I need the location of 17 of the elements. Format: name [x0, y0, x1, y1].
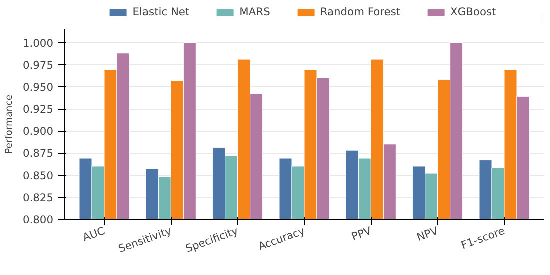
y-tick-label: 0.925: [22, 103, 54, 116]
y-tick-label: 0.875: [22, 147, 54, 160]
y-tick-label: 0.850: [22, 169, 54, 182]
y-tick-label: 0.900: [22, 125, 54, 138]
legend-label: Elastic Net: [132, 6, 190, 18]
y-tick-label: 1.000: [22, 36, 54, 50]
x-tick-label: PPV: [350, 224, 374, 244]
y-tick-label: 0.975: [22, 58, 54, 72]
y-tick-label: 0.825: [22, 191, 54, 204]
legend-label: Random Forest: [320, 6, 401, 18]
x-tick-label: AUC: [81, 224, 107, 244]
y-tick-label: 0.950: [22, 80, 54, 94]
x-tick-label: NPV: [415, 224, 441, 244]
y-tick-label: 0.800: [22, 214, 54, 226]
legend-label: XGBoost: [450, 6, 496, 18]
y-axis-title: Performance: [4, 94, 15, 154]
legend-label: MARS: [240, 6, 270, 18]
